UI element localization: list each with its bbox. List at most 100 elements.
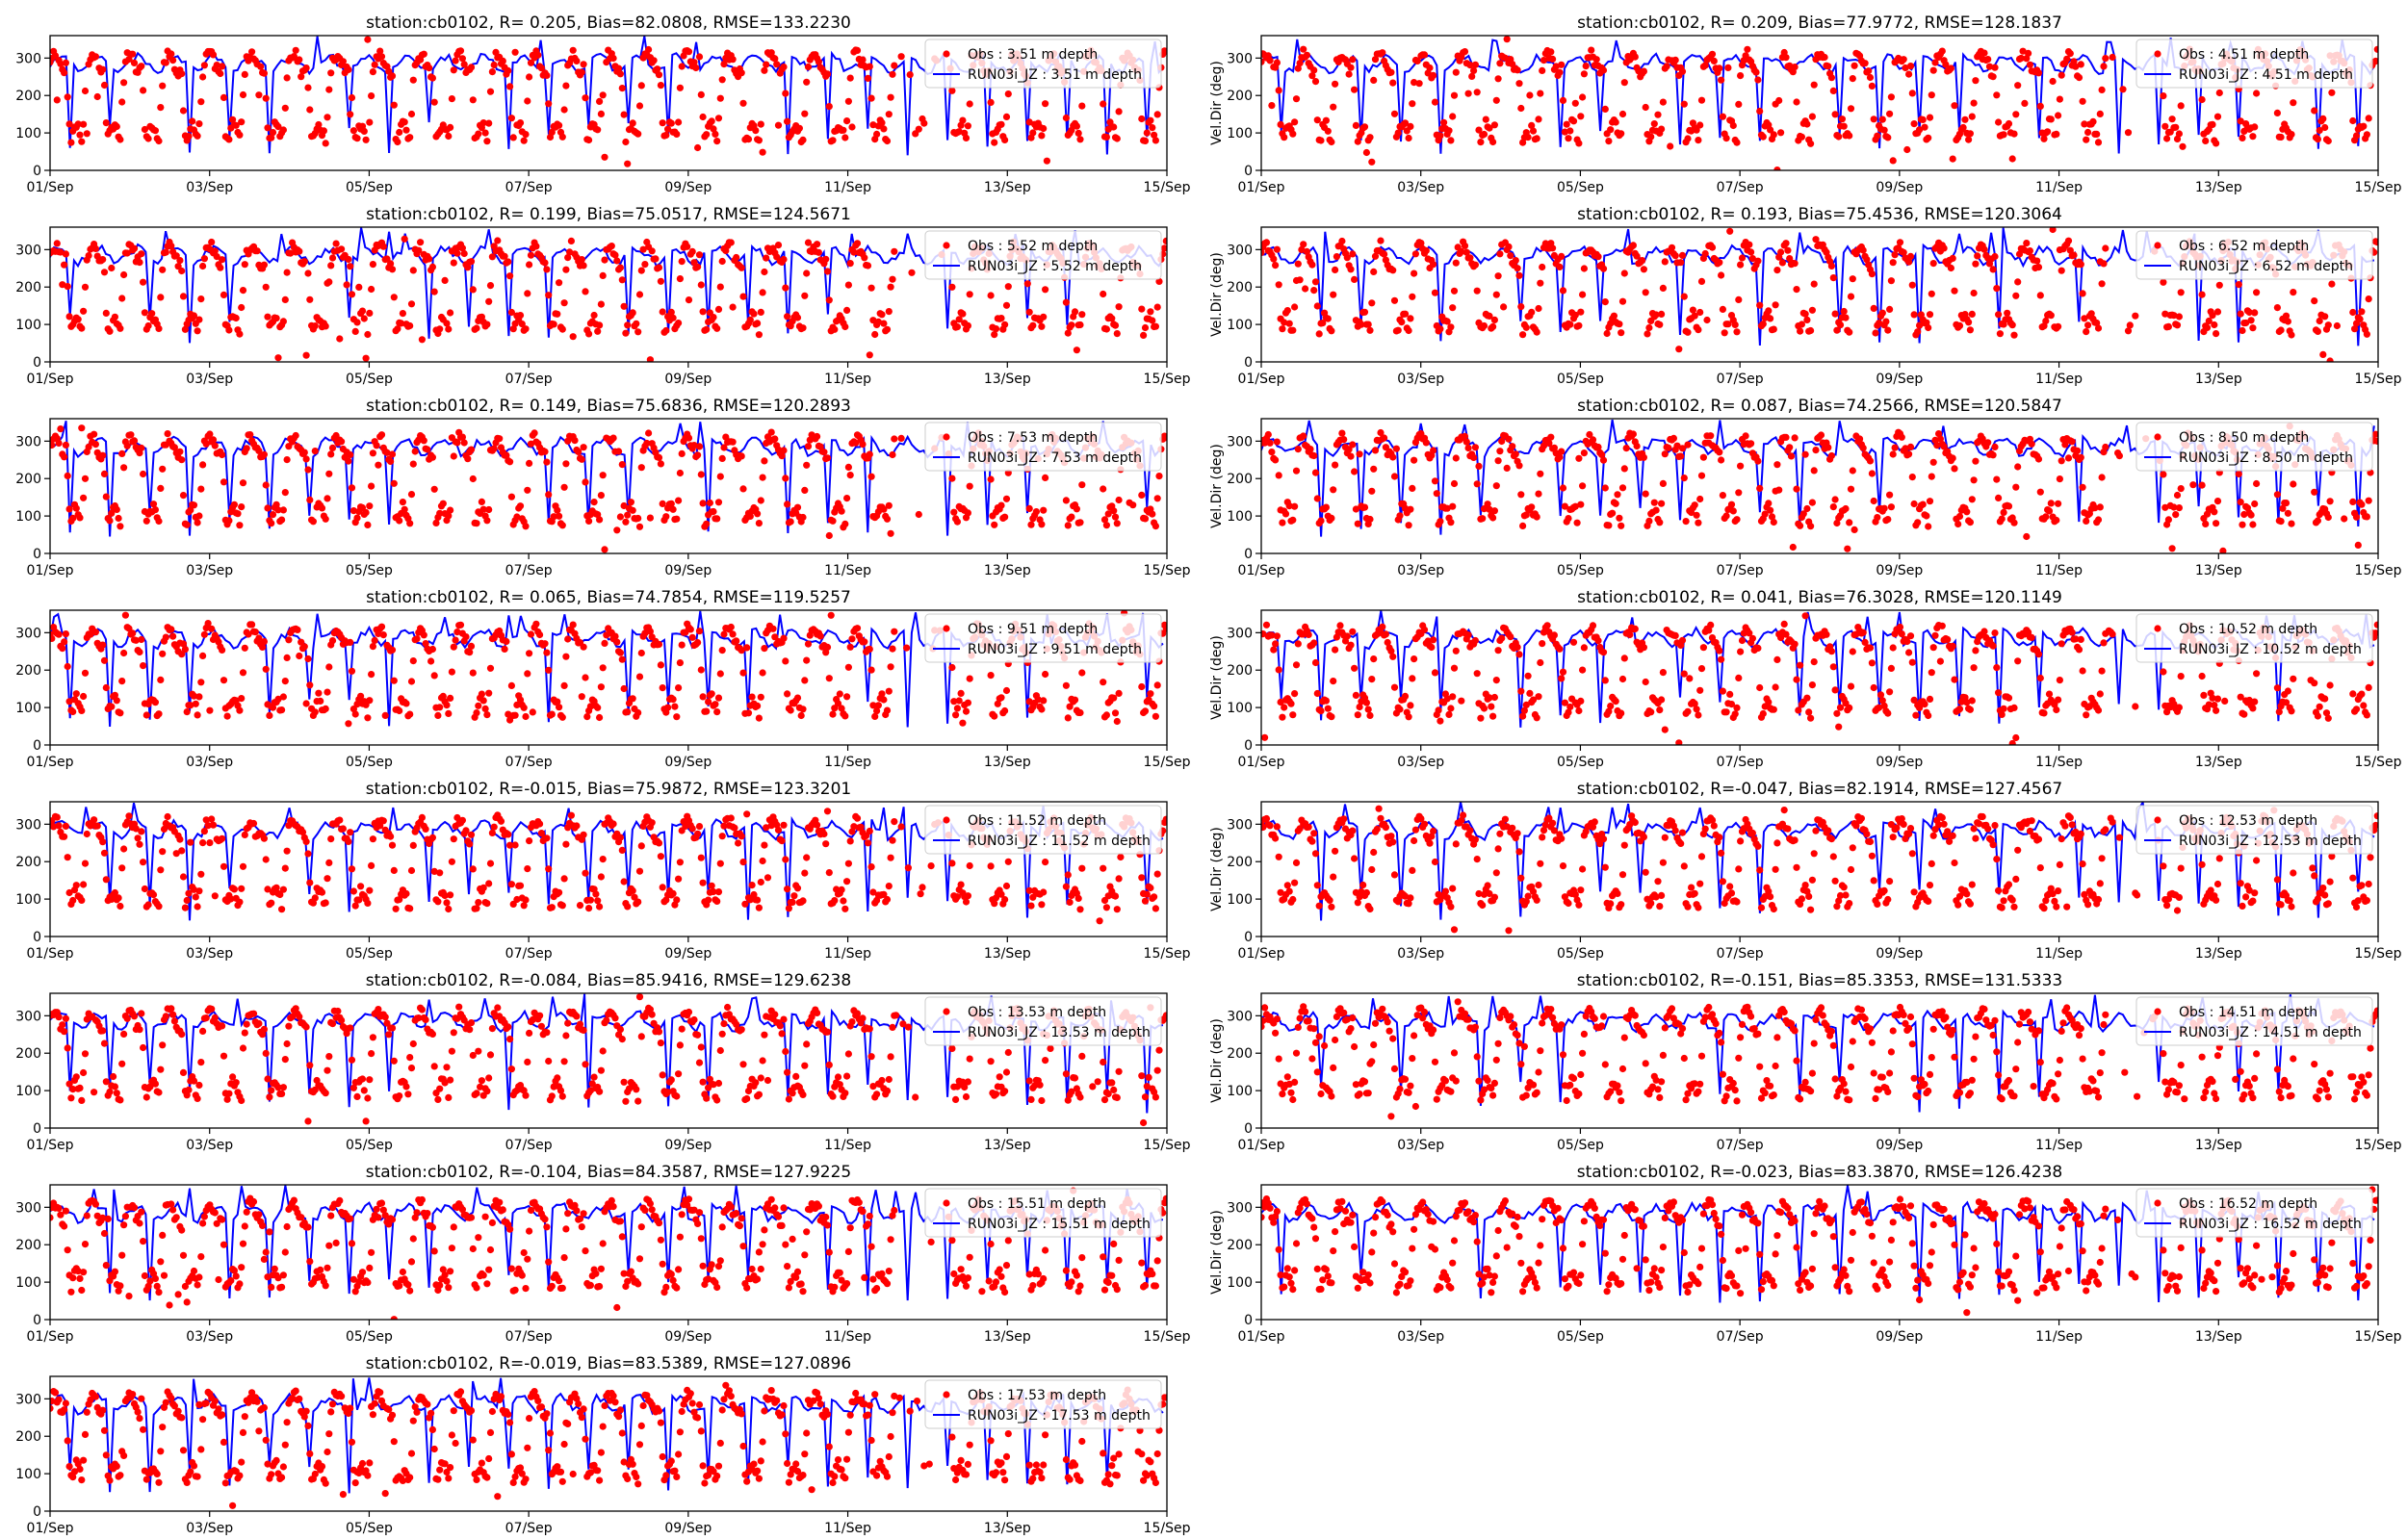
obs-point: [1261, 733, 1269, 741]
obs-point: [1556, 68, 1564, 76]
obs-point: [1338, 237, 1346, 245]
obs-point: [76, 514, 84, 522]
obs-point: [81, 669, 90, 677]
obs-point: [430, 672, 438, 680]
obs-point: [1995, 689, 2003, 697]
obs-point: [345, 720, 352, 728]
obs-point: [65, 505, 73, 513]
obs-point: [2026, 247, 2033, 255]
obs-point: [2170, 503, 2178, 511]
obs-point: [1285, 320, 1293, 327]
obs-point: [1829, 274, 1837, 282]
obs-point: [116, 136, 124, 143]
obs-point: [151, 506, 159, 514]
obs-point: [1851, 62, 1858, 69]
obs-point: [296, 652, 303, 660]
obs-point: [2064, 454, 2073, 462]
obs-point: [1509, 443, 1516, 450]
obs-point: [1835, 133, 1843, 141]
obs-point: [1831, 496, 1839, 503]
obs-point: [844, 463, 853, 471]
obs-point: [1991, 443, 1999, 450]
obs-point: [488, 253, 496, 261]
obs-point: [1151, 131, 1158, 139]
obs-point: [2242, 319, 2250, 327]
obs-point: [695, 628, 704, 635]
obs-point: [355, 283, 363, 291]
obs-point: [2012, 292, 2020, 299]
obs-point: [578, 693, 585, 701]
obs-point: [492, 48, 500, 57]
obs-point: [1300, 241, 1307, 248]
obs-point: [697, 666, 705, 674]
obs-point: [761, 457, 768, 465]
obs-point: [2075, 74, 2083, 82]
obs-point: [2047, 500, 2055, 507]
obs-point: [887, 93, 894, 101]
obs-point: [1409, 293, 1416, 300]
obs-point: [264, 124, 272, 132]
obs-point: [1389, 267, 1397, 274]
obs-point: [1799, 510, 1807, 518]
obs-point: [2068, 629, 2076, 636]
obs-point: [611, 632, 619, 640]
obs-point: [1138, 682, 1146, 691]
obs-point: [1328, 327, 1335, 335]
obs-point: [1575, 140, 1583, 147]
obs-point: [1640, 67, 1647, 75]
obs-point: [1663, 63, 1670, 70]
obs-point: [891, 247, 898, 255]
obs-point: [1803, 694, 1811, 702]
obs-point: [1807, 523, 1815, 530]
x-tick-label: 09/Sep: [664, 755, 712, 770]
obs-point: [486, 664, 495, 672]
obs-point: [1980, 628, 1988, 635]
obs-point: [467, 64, 476, 71]
obs-point: [1618, 522, 1625, 529]
obs-point: [2040, 709, 2048, 717]
subplot-4: station:cb0102, R= 0.193, Bias=75.4536, …: [1209, 205, 2402, 387]
obs-point: [428, 74, 436, 82]
obs-point: [1592, 56, 1600, 64]
x-tick-label: 05/Sep: [346, 180, 393, 195]
obs-point: [846, 260, 854, 268]
obs-point: [1886, 491, 1894, 499]
obs-point: [241, 70, 248, 78]
obs-point: [1489, 322, 1497, 330]
obs-point: [238, 303, 246, 312]
obs-point: [1042, 670, 1049, 679]
obs-point: [450, 259, 457, 267]
x-tick-label: 05/Sep: [346, 372, 393, 387]
obs-point: [255, 447, 263, 454]
obs-point: [424, 446, 431, 453]
x-tick-label: 09/Sep: [664, 180, 712, 195]
obs-point: [678, 63, 686, 70]
obs-point: [1377, 428, 1385, 437]
obs-point: [2235, 281, 2242, 289]
obs-point: [390, 294, 398, 301]
obs-point: [1377, 237, 1385, 244]
obs-point: [1928, 91, 1935, 99]
obs-point: [262, 665, 270, 673]
obs-point: [1424, 69, 1432, 77]
obs-point: [1970, 476, 1978, 484]
obs-point: [2251, 500, 2259, 508]
obs-point: [2349, 498, 2357, 506]
obs-point: [526, 261, 533, 269]
obs-point: [1744, 45, 1751, 53]
obs-point: [2279, 504, 2287, 512]
obs-point: [952, 711, 960, 719]
obs-point: [1724, 321, 1732, 328]
obs-point: [61, 69, 68, 77]
obs-point: [120, 649, 128, 657]
x-tick-label: 11/Sep: [2035, 563, 2083, 578]
obs-point: [238, 503, 246, 511]
obs-point: [2019, 47, 2027, 55]
obs-point: [262, 283, 270, 291]
legend-obs-marker: [943, 242, 950, 249]
obs-point: [2177, 289, 2185, 296]
obs-point: [179, 491, 188, 500]
obs-point: [1933, 442, 1941, 449]
obs-point: [113, 122, 120, 131]
